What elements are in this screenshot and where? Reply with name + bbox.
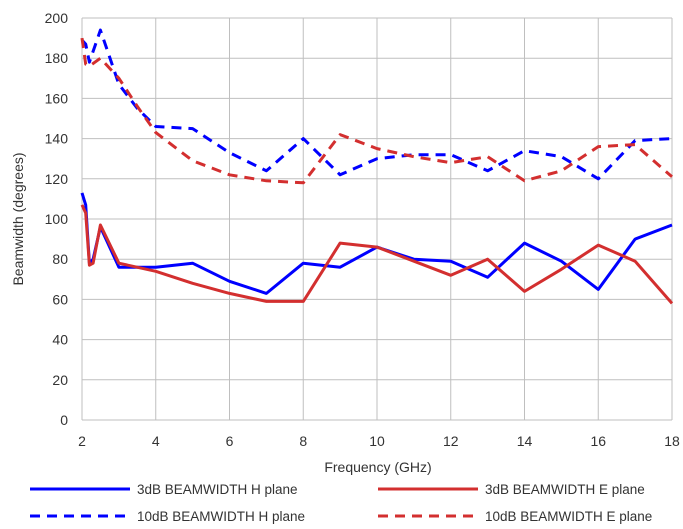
x-tick-label: 10 [369,433,385,449]
tick-labels: 0 20 40 60 80 100 120 140 160 180 200 2 4 6 8 10 12 14 16 1… [45,10,680,449]
y-tick-label: 160 [45,90,69,106]
legend-label-3: 10dB BEAMWIDTH H plane [137,509,305,524]
y-tick-label: 100 [45,211,69,227]
y-tick-label: 120 [45,171,69,187]
legend-label-1: 3dB BEAMWIDTH H plane [137,482,298,497]
series-line-4 [80,37,673,185]
legend: 3dB BEAMWIDTH H plane 3dB BEAMWIDTH E pla… [30,482,652,524]
x-tick-label: 14 [517,433,533,449]
y-tick-label: 80 [52,251,68,267]
x-tick-label: 8 [299,433,307,449]
x-tick-label: 2 [78,433,86,449]
y-tick-label: 20 [52,372,68,388]
legend-label-4: 10dB BEAMWIDTH E plane [485,509,652,524]
y-tick-label: 0 [60,412,68,428]
y-tick-label: 200 [45,10,69,26]
x-axis-label: Frequency (GHz) [324,459,431,475]
x-tick-label: 18 [664,433,680,449]
y-tick-label: 140 [45,131,69,147]
series-line-3 [80,28,673,181]
legend-label-2: 3dB BEAMWIDTH E plane [485,482,645,497]
y-tick-label: 40 [52,332,68,348]
series-line-2 [80,204,674,305]
x-tick-label: 16 [590,433,606,449]
x-tick-label: 6 [226,433,234,449]
y-tick-label: 180 [45,50,69,66]
x-tick-label: 12 [443,433,459,449]
y-tick-label: 60 [52,291,68,307]
y-axis-label: Beamwidth (degrees) [10,152,26,285]
x-tick-label: 4 [152,433,160,449]
grid-lines [81,17,673,421]
series-lines [80,28,674,305]
